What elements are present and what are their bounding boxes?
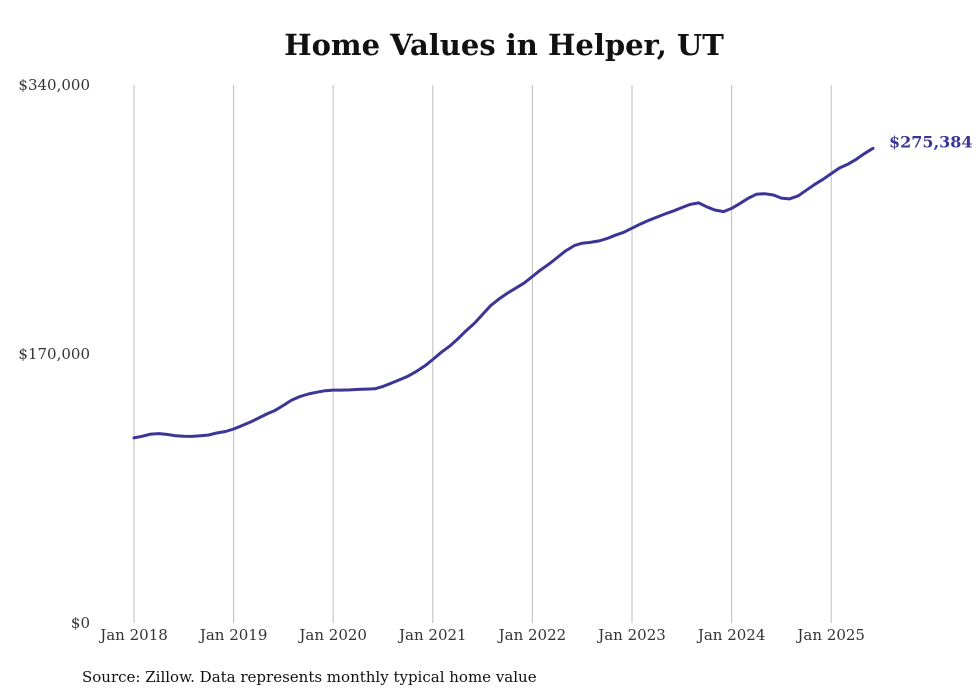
x-tick-label: Jan 2024 — [696, 626, 766, 644]
end-value-label: $275,384 — [889, 132, 973, 151]
y-tick-label: $170,000 — [18, 345, 90, 363]
end-labels: $275,384 — [889, 132, 973, 151]
chart-title: Home Values in Helper, UT — [284, 28, 724, 62]
x-axis-ticks: Jan 2018 Jan 2019 Jan 2020 Jan 2021 Jan 2022… — [98, 626, 865, 644]
x-tick-label: Jan 2022 — [497, 626, 567, 644]
x-tick-label: Jan 2019 — [198, 626, 268, 644]
y-tick-label: $0 — [71, 614, 90, 632]
home-value-line — [132, 146, 875, 440]
y-tick-label: $340,000 — [18, 76, 90, 94]
series-lines — [132, 146, 875, 440]
x-tick-label: Jan 2025 — [795, 626, 865, 644]
x-tick-label: Jan 2020 — [297, 626, 367, 644]
source-note: Source: Zillow. Data represents monthly … — [82, 668, 537, 686]
y-axis-ticks: $0 $170,000 $340,000 — [18, 76, 90, 632]
grid-lines — [133, 85, 832, 623]
x-tick-label: Jan 2023 — [596, 626, 666, 644]
x-tick-label: Jan 2021 — [397, 626, 467, 644]
x-tick-label: Jan 2018 — [98, 626, 168, 644]
